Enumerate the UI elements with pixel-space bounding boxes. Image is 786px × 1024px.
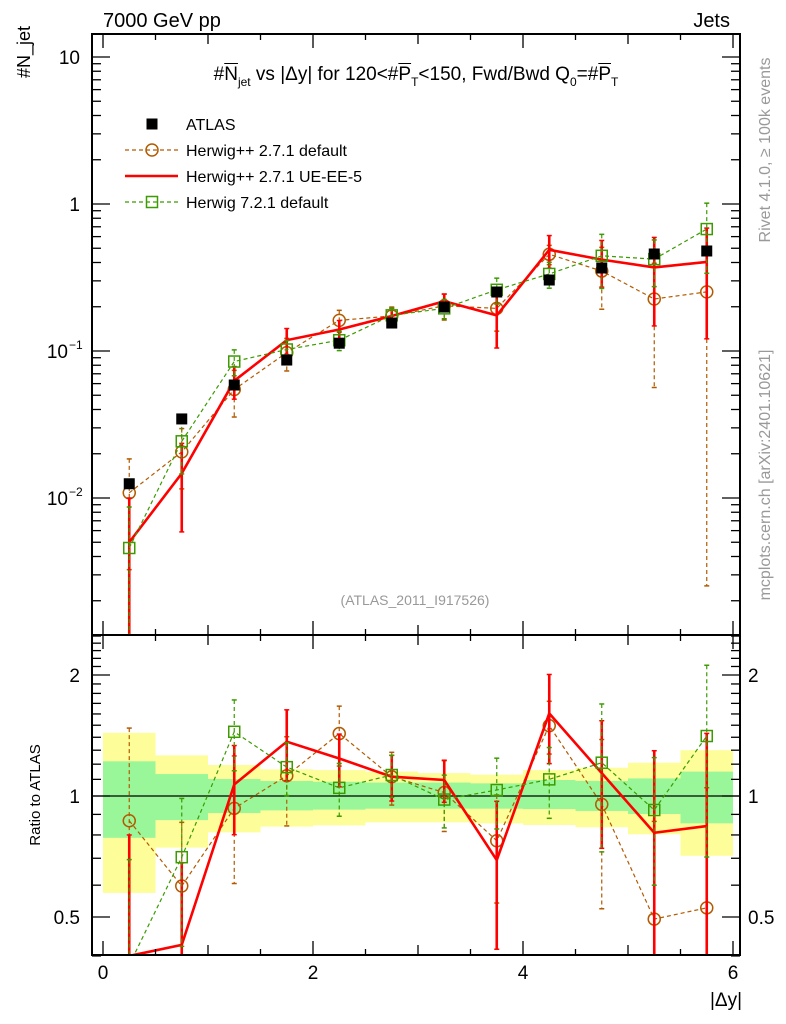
header-process-label: Jets [693,10,730,32]
ratio-point-herwig-7-2-1-default [700,729,713,743]
main-plot-area [122,202,714,635]
ratio-point-herwig-7-2-1-default [228,725,241,739]
point-atlas [281,354,293,366]
title-segment: # [213,64,225,85]
ratio-point-herwig-7-2-1-default [280,760,293,774]
title-segment: P [598,64,611,85]
legend-marker [145,143,159,157]
legend-label: Herwig++ 2.7.1 UE-EE-5 [186,169,362,186]
ratio-point-herwig-7-2-1-default [543,773,556,786]
title-segment: <150, Fwd/Bwd Q [418,64,570,85]
ratio-y-tick-label-right: 1 [748,787,759,808]
title-segment: P [398,64,412,85]
legend-marker [146,118,158,130]
legend-label: Herwig++ 2.7.1 default [186,143,348,160]
ratio-y-tick-label-left: 2 [69,666,80,687]
ratio-y-tick-label-right: 2 [748,666,759,687]
point-atlas [333,337,345,349]
ratio-point-herwig-7-2-1-default [490,783,503,797]
ratio-point-herwig-7-2-1-default [175,850,188,864]
point-herwig-7-2-1-default [175,435,188,448]
rivet-version-text: Rivet 4.1.0, ≥ 100k events [757,58,774,243]
ratio-y-tick-label-left: 0.5 [54,908,80,929]
title-segment: T [411,75,419,89]
point-atlas [123,478,135,490]
x-tick-label: 0 [98,963,109,984]
legend-marker [145,195,159,209]
ratio-point-herwig-7-2-1-default [438,793,451,806]
chart-title: #Njet vs |Δy| for 120<#PT<150, Fwd/Bwd Q… [92,64,740,89]
ratio-point-herwig-7-2-1-default [124,959,135,970]
ratio-y-axis-label: Ratio to ATLAS [27,744,44,845]
ratio-line-herwig-2-7-1-ue-ee-5 [128,710,707,955]
point-herwig-7-2-1-default [123,541,136,555]
band-green [155,774,208,821]
point-atlas [176,413,188,425]
x-axis-label: |Δy| [710,990,742,1011]
line-herwig-7-2-1-default [128,228,708,549]
y-tick-exponent: −1 [69,338,83,352]
point-atlas [701,245,713,257]
ratio-point-herwig-7-2-1-default [595,756,608,769]
y-tick-exponent: −2 [69,485,83,499]
title-segment: vs |Δy| for 120<# [250,64,399,85]
y-tick-label: 10 [47,489,68,510]
point-atlas [228,379,240,391]
title-segment: jet [237,75,251,89]
point-herwig-7-2-1-default [595,249,608,263]
mcplots-reference-text: mcplots.cern.ch [arXiv:2401.10621] [757,350,774,601]
legend-label: Herwig 7.2.1 default [186,195,329,212]
ratio-point-herwig-2-7-1-default [122,813,136,828]
ratio-point-herwig-7-2-1-default [648,803,661,817]
title-segment: N [224,64,238,85]
y-axis-label: #N_jet [14,25,34,78]
ratio-point-herwig-7-2-1-default [333,781,346,795]
point-herwig-7-2-1-default [228,355,241,368]
legend-item: Herwig++ 2.7.1 default [125,143,348,160]
point-atlas [596,262,608,274]
point-atlas [491,286,503,298]
legend-item: ATLAS [146,117,236,134]
line-herwig-2-7-1-default [128,253,707,494]
title-segment: 0 [569,75,577,89]
legend-item: Herwig++ 2.7.1 UE-EE-5 [125,169,362,186]
title-segment: =# [576,64,599,85]
point-atlas [543,274,555,286]
x-tick-label: 4 [518,963,529,984]
line-herwig-2-7-1-ue-ee-5 [128,248,707,544]
ratio-line-herwig-7-2-1-default [133,730,708,955]
point-herwig-7-2-1-default [700,222,713,236]
ratio-line-herwig-2-7-1-default [128,724,707,920]
y-tick-label: 10 [59,48,80,69]
point-atlas [386,317,398,329]
ratio-frame [91,634,741,956]
legend-item: Herwig 7.2.1 default [125,195,329,212]
analysis-id-label: (ATLAS_2011_I917526) [341,592,490,608]
title-segment: T [611,75,619,89]
ratio-y-tick-label-left: 1 [69,787,80,808]
ratio-plot-area [92,664,740,970]
y-tick-label: 1 [69,195,80,216]
point-atlas [648,248,660,260]
x-tick-label: 2 [308,963,319,984]
y-tick-label: 10 [47,342,68,363]
x-tick-label: 6 [728,963,739,984]
ratio-y-tick-label-right: 0.5 [748,908,774,929]
ratio-point-herwig-7-2-1-default [385,768,398,782]
header-energy-label: 7000 GeV pp [103,10,221,32]
legend-label: ATLAS [186,117,236,134]
point-atlas [438,301,450,313]
